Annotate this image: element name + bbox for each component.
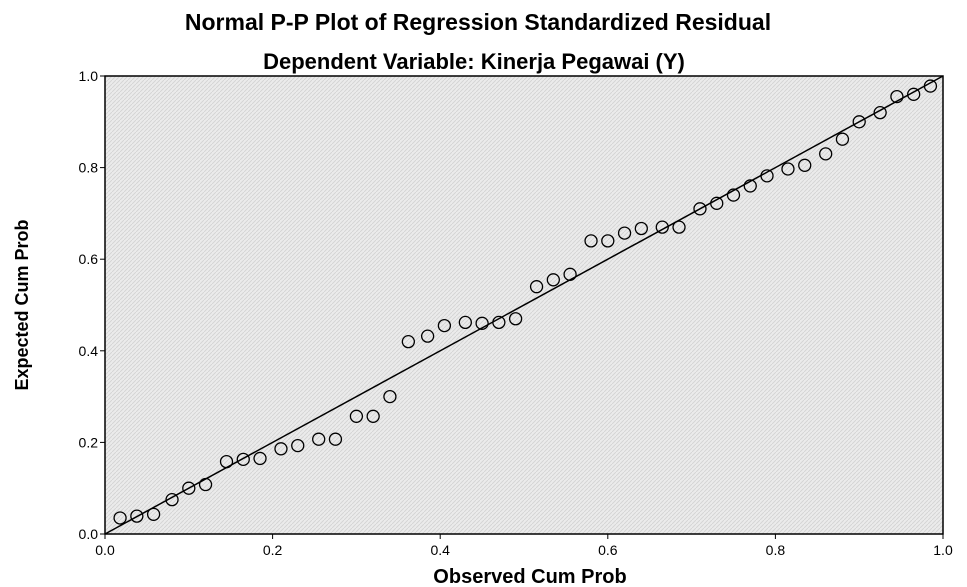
x-tick-label: 1.0	[933, 542, 953, 558]
data-point	[655, 220, 669, 234]
data-point	[492, 315, 506, 330]
data-point	[366, 409, 380, 423]
x-tick-label: 0.8	[766, 542, 786, 558]
data-point	[236, 452, 250, 466]
data-point	[475, 316, 489, 330]
data-point	[672, 220, 686, 234]
data-point	[328, 432, 343, 446]
y-tick-label: 0.8	[79, 160, 99, 176]
data-point	[743, 179, 757, 193]
data-point	[726, 188, 741, 202]
data-point	[274, 442, 288, 456]
data-point	[798, 158, 812, 172]
data-point	[420, 329, 435, 343]
reference-line	[104, 75, 944, 535]
data-point	[165, 492, 179, 507]
data-point	[253, 451, 267, 466]
data-point	[873, 105, 887, 120]
y-tick-label: 0.0	[79, 526, 99, 542]
data-point	[852, 115, 866, 129]
reference-line-group	[104, 75, 944, 535]
x-tick-label: 0.0	[95, 542, 115, 558]
data-point	[291, 438, 305, 453]
data-point	[546, 273, 560, 287]
data-point	[198, 477, 213, 492]
data-point	[923, 79, 938, 93]
data-point	[819, 147, 833, 161]
data-point	[634, 221, 648, 236]
data-point	[349, 409, 364, 423]
y-tick-label: 0.6	[79, 251, 99, 267]
axis-ticks: 0.0 0.2 0.4 0.6 0.8 1.0 0.0 0.2 0.4 0.6 0.8 1.0	[79, 68, 953, 558]
data-point	[601, 234, 615, 248]
data-point	[383, 389, 397, 404]
x-tick-label: 0.4	[430, 542, 450, 558]
chart-title: Normal P-P Plot of Regression Standardiz…	[185, 9, 771, 35]
data-point	[130, 509, 144, 523]
y-tick-label: 0.2	[79, 434, 99, 450]
data-point	[584, 234, 598, 248]
data-point	[508, 312, 523, 326]
data-point	[312, 432, 326, 446]
data-point	[146, 507, 161, 521]
y-tick-label: 0.4	[79, 343, 99, 359]
data-point	[907, 87, 921, 101]
chart-subtitle: Dependent Variable: Kinerja Pegawai (Y)	[263, 49, 685, 74]
data-point	[835, 132, 850, 146]
data-point	[890, 89, 904, 104]
x-tick-label: 0.2	[263, 542, 283, 558]
y-axis-label: Expected Cum Prob	[12, 219, 32, 390]
y-tick-label: 1.0	[79, 68, 99, 84]
x-tick-label: 0.6	[598, 542, 618, 558]
data-point	[437, 318, 452, 333]
data-point	[781, 162, 795, 176]
data-point	[458, 315, 472, 330]
data-point	[710, 196, 724, 210]
data-point	[401, 334, 416, 349]
data-point	[693, 202, 707, 216]
data-point	[529, 280, 544, 294]
x-axis-label: Observed Cum Prob	[433, 566, 626, 587]
data-point	[760, 169, 774, 183]
data-point	[113, 511, 127, 525]
data-point	[563, 267, 577, 281]
data-point	[219, 454, 234, 469]
data-point	[182, 481, 196, 495]
data-points	[113, 79, 938, 525]
data-point	[617, 226, 632, 240]
